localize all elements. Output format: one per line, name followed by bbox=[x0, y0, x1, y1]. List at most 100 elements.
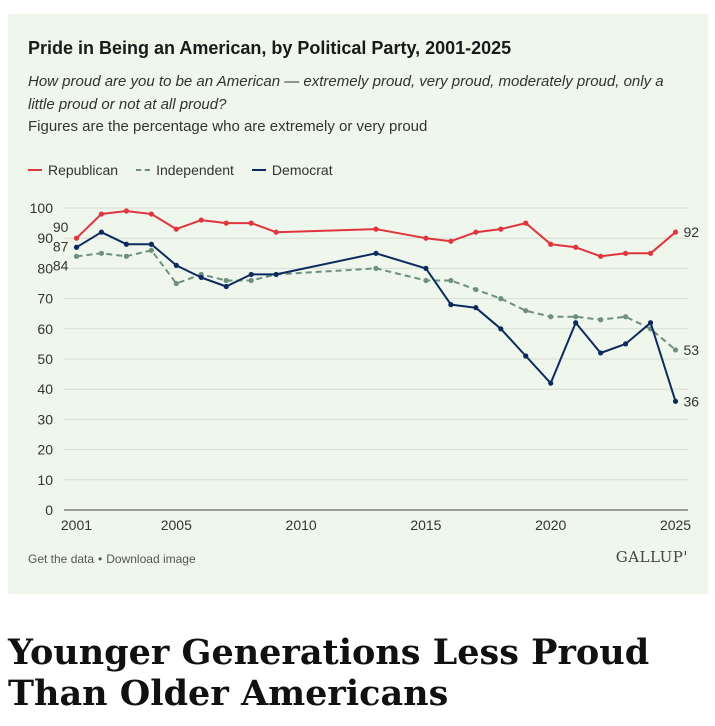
point-republican-2006 bbox=[198, 217, 204, 223]
point-independent-2017 bbox=[473, 286, 479, 293]
chart-subtitle: How proud are you to be an American — ex… bbox=[28, 73, 664, 113]
start-label-democrat: 87 bbox=[53, 238, 69, 254]
y-tick-label-10: 10 bbox=[37, 472, 53, 488]
footer-links: Get the data • Download image bbox=[28, 552, 196, 566]
point-republican-2015 bbox=[423, 235, 429, 241]
series-line-democrat bbox=[75, 231, 677, 402]
point-democrat-2018 bbox=[498, 326, 504, 332]
point-democrat-2023 bbox=[623, 341, 629, 347]
chart-title: Pride in Being an American, by Political… bbox=[28, 38, 512, 58]
start-label-independent: 84 bbox=[53, 257, 69, 273]
legend-label-democrat: Democrat bbox=[271, 162, 333, 178]
legend-item-republican: Republican bbox=[28, 162, 118, 178]
gallup-logo: GALLUP' bbox=[615, 548, 688, 566]
point-independent-2015 bbox=[423, 277, 429, 284]
point-independent-2021 bbox=[573, 314, 579, 320]
point-independent-2007 bbox=[223, 277, 229, 284]
point-republican-2009 bbox=[273, 229, 279, 235]
point-democrat-2009 bbox=[273, 271, 279, 278]
end-label-democrat: 36 bbox=[684, 393, 700, 409]
point-democrat-2017 bbox=[473, 305, 479, 311]
point-republican-2004 bbox=[148, 211, 154, 217]
x-tick-label-2020: 2020 bbox=[535, 517, 566, 533]
y-tick-label-50: 50 bbox=[37, 351, 53, 367]
point-independent-2025 bbox=[672, 347, 679, 353]
series-line-republican bbox=[75, 210, 677, 258]
point-republican-2023 bbox=[623, 250, 629, 256]
y-tick-label-40: 40 bbox=[37, 381, 53, 397]
y-tick-label-30: 30 bbox=[37, 411, 53, 427]
y-tick-label-60: 60 bbox=[37, 321, 53, 337]
point-republican-2001 bbox=[73, 235, 80, 241]
chart-card: Pride in Being an American, by Political… bbox=[8, 14, 708, 594]
start-label-republican: 90 bbox=[53, 219, 69, 235]
point-republican-2016 bbox=[448, 238, 454, 244]
point-republican-2020 bbox=[548, 241, 554, 247]
point-democrat-2022 bbox=[598, 350, 604, 356]
y-tick-label-20: 20 bbox=[37, 442, 53, 458]
point-independent-2005 bbox=[173, 280, 179, 287]
x-tick-label-2005: 2005 bbox=[161, 517, 192, 533]
point-independent-2020 bbox=[548, 314, 554, 320]
point-independent-2019 bbox=[523, 308, 529, 314]
point-independent-2002 bbox=[98, 250, 105, 256]
x-tick-label-2015: 2015 bbox=[410, 517, 441, 533]
point-democrat-2013 bbox=[373, 250, 379, 256]
point-republican-2013 bbox=[373, 226, 379, 232]
point-republican-2005 bbox=[173, 226, 179, 232]
point-republican-2008 bbox=[248, 220, 254, 226]
end-label-republican: 92 bbox=[684, 224, 700, 240]
point-republican-2025 bbox=[672, 229, 679, 235]
y-tick-label-0: 0 bbox=[45, 502, 53, 518]
point-republican-2018 bbox=[498, 226, 504, 232]
legend: Republican Independent Democrat bbox=[28, 162, 333, 178]
point-independent-2022 bbox=[598, 317, 604, 323]
point-independent-2013 bbox=[373, 265, 379, 271]
point-republican-2019 bbox=[523, 220, 529, 226]
y-tick-label-80: 80 bbox=[37, 260, 53, 276]
point-democrat-2002 bbox=[98, 229, 105, 235]
point-democrat-2025 bbox=[672, 398, 679, 404]
get-data-link[interactable]: Get the data bbox=[28, 552, 95, 566]
point-democrat-2007 bbox=[223, 283, 229, 290]
y-tick-label-70: 70 bbox=[37, 291, 53, 307]
point-independent-2004 bbox=[148, 247, 154, 253]
point-democrat-2019 bbox=[523, 353, 529, 359]
point-republican-2002 bbox=[98, 211, 105, 217]
point-democrat-2004 bbox=[148, 241, 154, 247]
point-republican-2022 bbox=[598, 253, 604, 259]
point-republican-2021 bbox=[573, 244, 579, 250]
x-tick-label-2010: 2010 bbox=[286, 517, 317, 533]
chart-note: Figures are the percentage who are extre… bbox=[28, 118, 428, 135]
point-independent-2008 bbox=[248, 277, 254, 284]
point-democrat-2003 bbox=[123, 241, 129, 247]
point-democrat-2015 bbox=[423, 265, 429, 271]
point-democrat-2001 bbox=[73, 244, 80, 250]
point-democrat-2006 bbox=[198, 274, 204, 281]
x-tick-label-2025: 2025 bbox=[660, 517, 691, 533]
point-democrat-2008 bbox=[248, 271, 254, 278]
point-independent-2016 bbox=[448, 277, 454, 284]
legend-swatch-independent bbox=[136, 169, 151, 171]
article-headline: Younger Generations Less Proud Than Olde… bbox=[8, 632, 650, 714]
legend-label-independent: Independent bbox=[156, 162, 234, 178]
point-independent-2001 bbox=[73, 253, 80, 259]
end-label-independent: 53 bbox=[684, 342, 700, 358]
footer-separator: • bbox=[98, 552, 103, 566]
legend-label-republican: Republican bbox=[48, 162, 119, 178]
point-independent-2023 bbox=[623, 314, 629, 320]
legend-swatch-republican bbox=[28, 169, 42, 171]
point-democrat-2024 bbox=[647, 320, 654, 326]
point-republican-2017 bbox=[473, 229, 479, 235]
legend-item-democrat: Democrat bbox=[251, 162, 333, 178]
point-republican-2024 bbox=[647, 250, 654, 256]
y-tick-label-100: 100 bbox=[30, 200, 54, 216]
download-image-link[interactable]: Download image bbox=[106, 552, 196, 566]
legend-item-independent: Independent bbox=[136, 162, 234, 178]
y-tick-label-90: 90 bbox=[37, 230, 53, 246]
point-democrat-2020 bbox=[548, 380, 554, 386]
line-chart: 0 10 20 30 40 50 60 70 80 90 100 2001 2005 2010 2015 20… bbox=[30, 200, 700, 533]
point-democrat-2005 bbox=[173, 262, 179, 268]
legend-swatch-democrat bbox=[251, 169, 266, 171]
point-democrat-2016 bbox=[448, 302, 454, 308]
